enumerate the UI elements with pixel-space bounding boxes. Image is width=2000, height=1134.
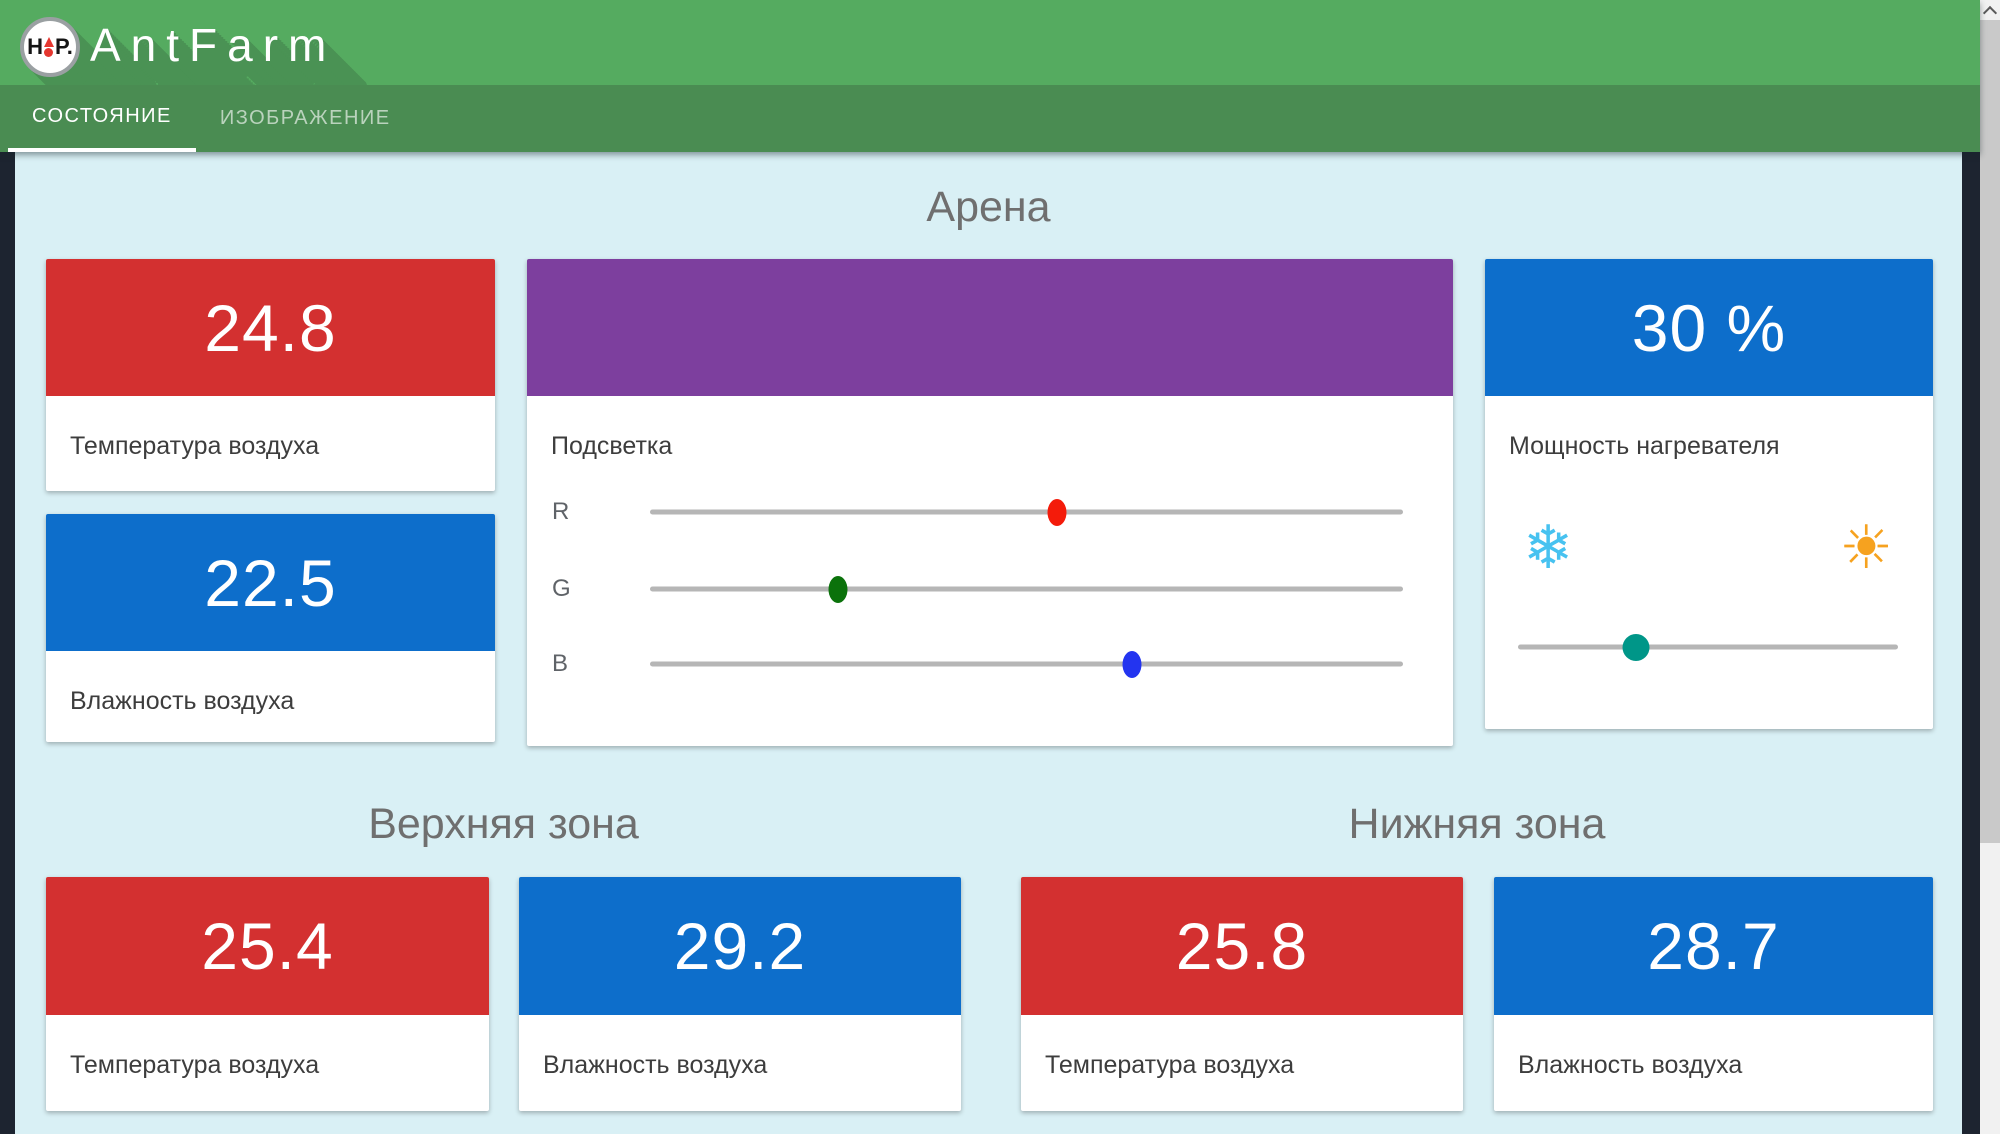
heater-power-slider [1518,627,1898,667]
metric-value: 22.5 [46,514,495,651]
scrollbar [1980,0,2000,1134]
metric-value: 25.8 [1021,877,1463,1015]
page-title-arena: Арена [926,183,1051,231]
metric-label: Влажность воздуха [543,1051,768,1079]
upper-zone-humidity-card: 29.2 Влажность воздуха [519,877,961,1111]
channel-b-slider-thumb[interactable] [1122,650,1142,678]
channel-g-slider-row: G [527,569,1453,609]
lower-zone-humidity-card: 28.7 Влажность воздуха [1494,877,1933,1111]
tab-bar: СОСТОЯНИЕ ИЗОБРАЖЕНИЕ [0,85,1980,152]
metric-label: Влажность воздуха [1518,1051,1743,1079]
zone-title-lower: Нижняя зона [1348,800,1606,848]
lower-zone-temperature-card: 25.8 Температура воздуха [1021,877,1463,1111]
channel-b-slider-row: B [527,644,1453,684]
metric-value: 25.4 [46,877,489,1015]
tab-image[interactable]: ИЗОБРАЖЕНИЕ [219,107,391,129]
backlight-card: Подсветка R G B [527,259,1453,746]
chevron-up-icon [1982,5,1998,21]
metric-value: 24.8 [46,259,495,396]
channel-b-slider-track[interactable] [650,650,1403,678]
app-header: H P. AntFarm СОСТОЯНИЕ ИЗОБРАЖЕНИЕ [0,0,1980,152]
heater-slider-track[interactable] [1518,633,1898,661]
backlight-color-preview [527,259,1453,396]
channel-r-slider-row: R [527,492,1453,532]
scroll-up-button[interactable] [1980,0,2000,21]
channel-r-slider-thumb[interactable] [1047,498,1067,526]
metric-label: Температура воздуха [70,432,320,460]
channel-g-slider-track[interactable] [650,575,1403,603]
logo-letter-left: H [27,34,43,59]
app-logo-icon: H P. [20,17,80,77]
tab-state[interactable]: СОСТОЯНИЕ [8,85,196,152]
metric-label: Температура воздуха [1045,1051,1295,1079]
zone-title-upper: Верхняя зона [368,800,639,848]
metric-label: Температура воздуха [70,1051,320,1079]
channel-g-label: G [552,575,571,602]
metric-label: Влажность воздуха [70,687,295,715]
snowflake-icon: ❄ [1523,514,1574,581]
upper-zone-temperature-card: 25.4 Температура воздуха [46,877,489,1111]
channel-r-slider-track[interactable] [650,498,1403,526]
channel-b-label: B [552,650,569,677]
heater-power-value: 30 % [1485,259,1933,396]
heater-slider-thumb[interactable] [1622,633,1650,661]
app-title: AntFarm [90,19,337,71]
top-bar: H P. AntFarm [0,0,1980,85]
metric-value: 28.7 [1494,877,1933,1015]
channel-r-label: R [552,498,570,525]
arena-air-humidity-card: 22.5 Влажность воздуха [46,514,495,742]
sun-icon: ☀ [1839,514,1893,581]
ant-drop-icon [43,37,54,57]
metric-value: 29.2 [519,877,961,1015]
arena-air-temperature-card: 24.8 Температура воздуха [46,259,495,491]
heater-label: Мощность нагревателя [1509,432,1780,460]
heater-card: 30 % Мощность нагревателя ❄ ☀ [1485,259,1933,729]
channel-g-slider-thumb[interactable] [828,575,848,603]
scrollbar-thumb[interactable] [1980,20,2000,843]
backlight-label: Подсветка [551,432,673,460]
logo-letter-right: P. [54,34,73,59]
